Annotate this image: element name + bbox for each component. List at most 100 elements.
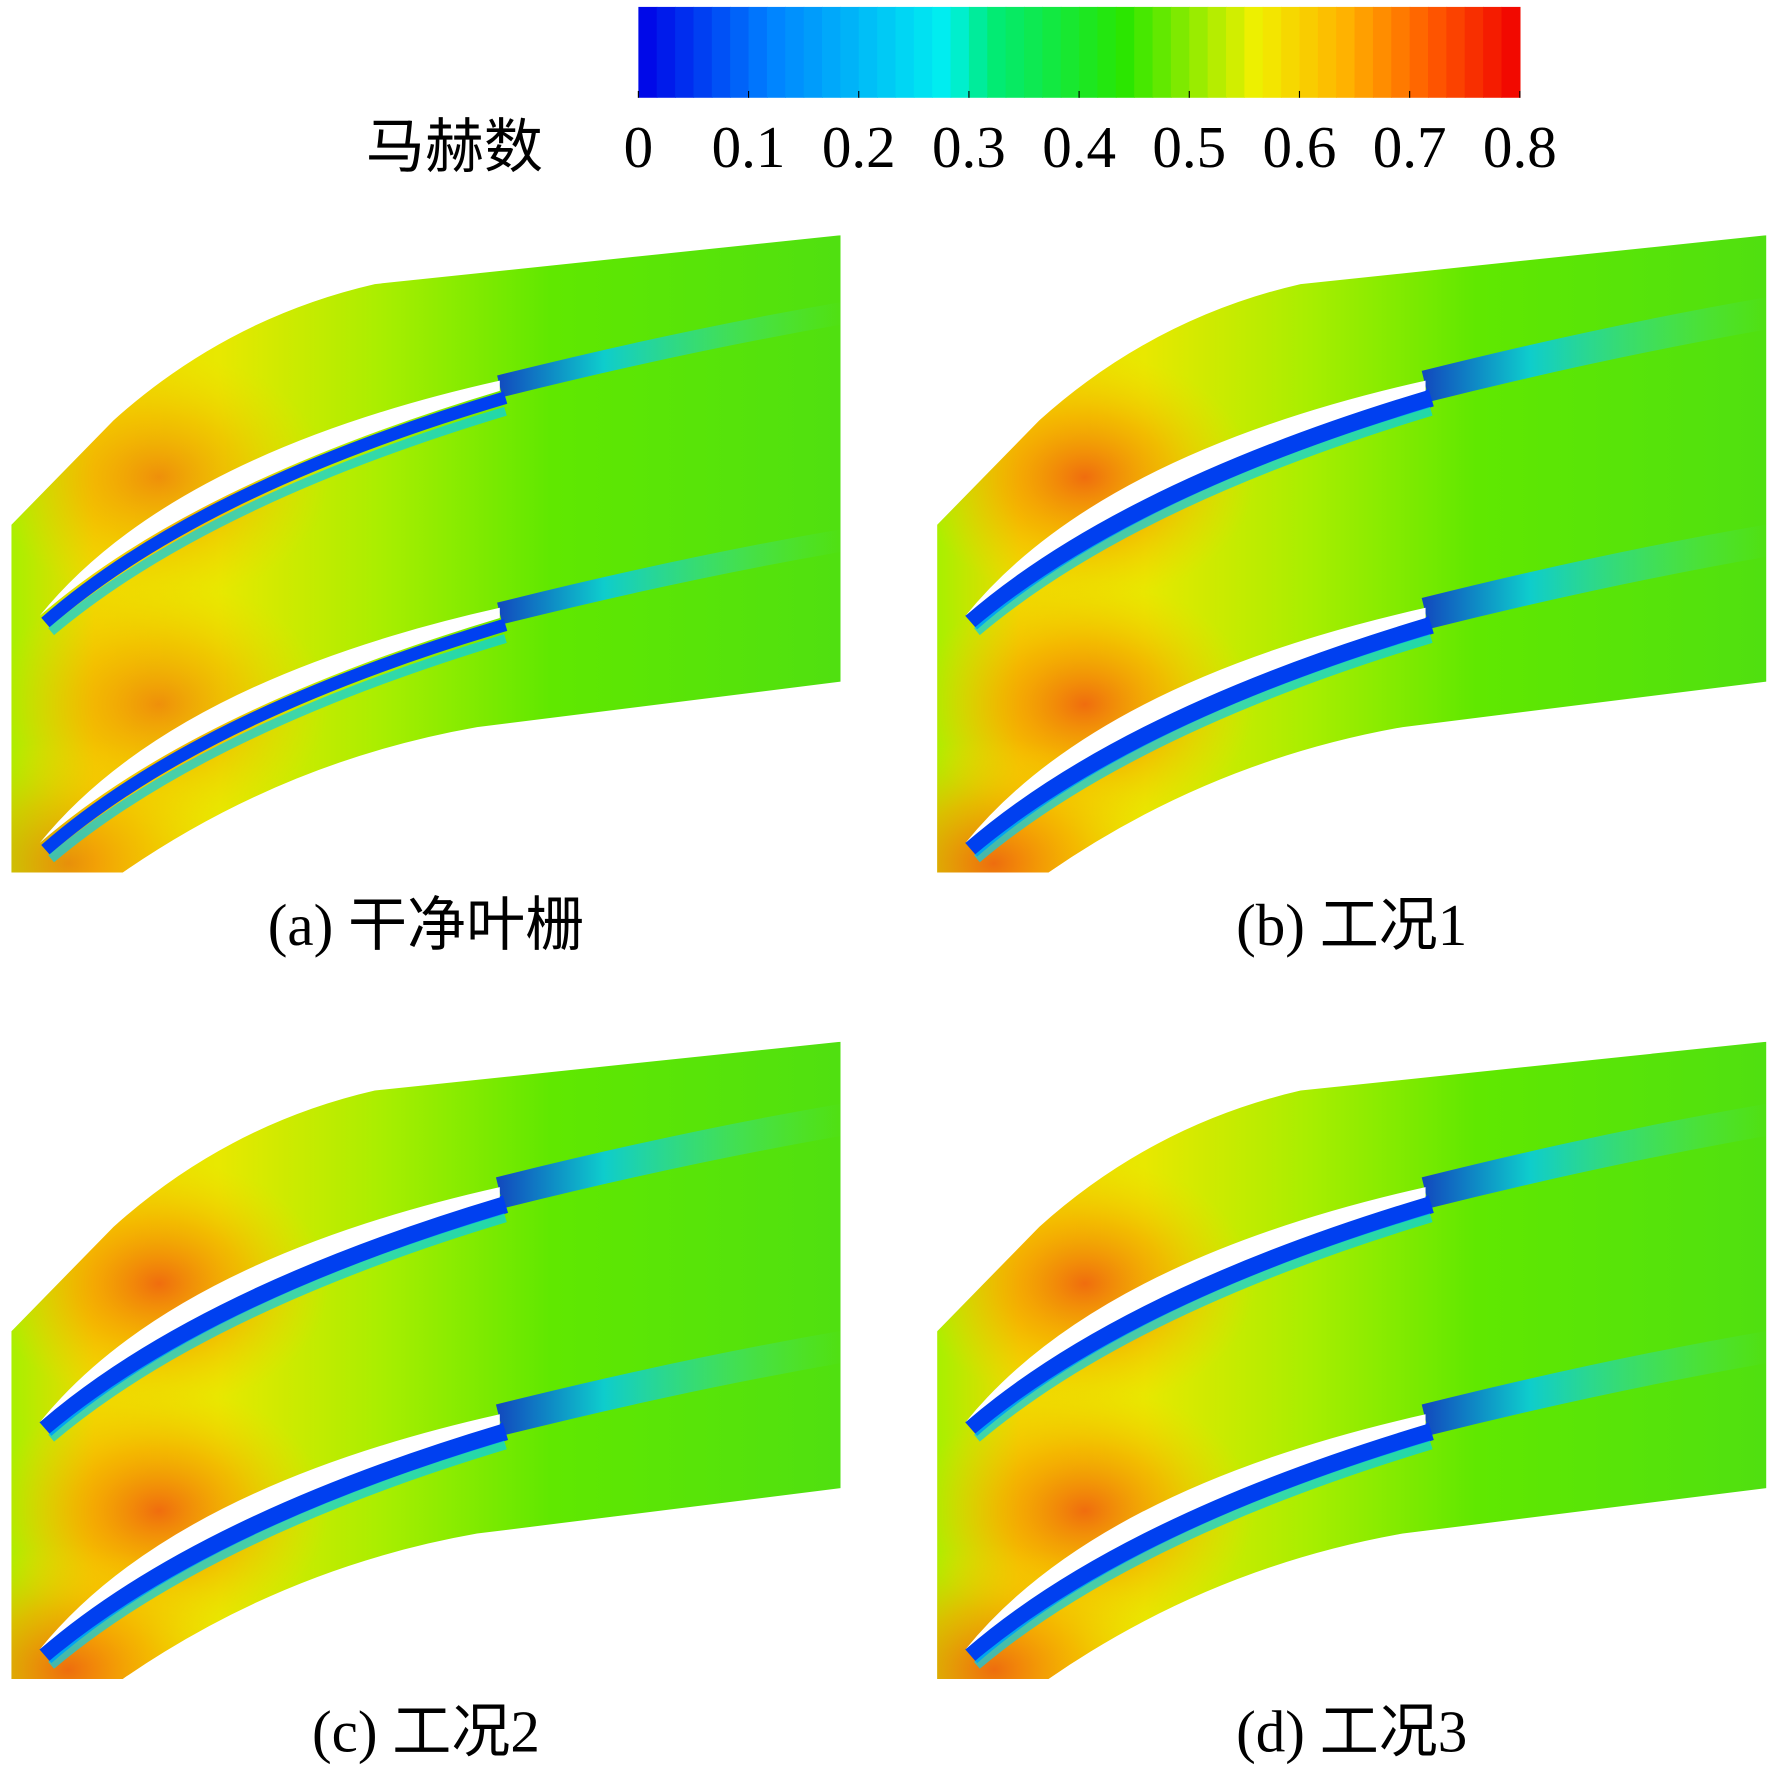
colorbar-step [968,6,988,98]
colorbar-step [913,6,933,98]
colorbar-step [1079,6,1099,98]
blade [965,607,1426,843]
blade [965,1414,1426,1650]
high-speed-zone [937,738,1165,873]
colorbar-step [1207,6,1227,98]
boundary-layer [965,616,1434,857]
colorbar-step [895,6,915,98]
blade [39,1187,500,1423]
contour-panel: (c) 工况2 [11,1041,841,1765]
caption: (d) 工况3 [1236,1699,1467,1765]
boundary-layer-edge [973,1440,1433,1669]
flow-field [937,235,1767,873]
colorbar-step [730,6,750,98]
colorbar-step [1170,6,1190,98]
boundary-layer-edge [48,634,507,863]
tick-label: 0.3 [932,114,1006,180]
colorbar-step [1336,6,1356,98]
tick-label: 0.5 [1152,114,1226,180]
flow-field [937,1041,1767,1679]
colorbar-step [1115,6,1135,98]
colorbar-step [932,6,952,98]
tick-label: 0.4 [1042,114,1116,180]
colorbar-step [1483,6,1503,98]
colorbar-step [1042,6,1062,98]
colorbar-step [638,6,658,98]
boundary-layer [41,391,508,628]
high-speed-zone [937,1544,1165,1679]
wake [495,1103,841,1209]
colorbar-step [1060,6,1080,98]
colorbar-step [1097,6,1117,98]
colorbar-step [1464,6,1484,98]
caption: (c) 工况2 [312,1699,540,1765]
wake [497,528,841,625]
colorbar-step [1152,6,1172,98]
high-speed-zone [11,738,239,873]
boundary-layer-edge [973,406,1433,636]
colorbar-step [803,6,823,98]
blade [39,380,500,616]
wake [1421,1103,1767,1209]
colorbar-step [1391,6,1411,98]
colorbar-step [1428,6,1448,98]
wake [1421,523,1767,629]
colorbar-step [1446,6,1466,98]
colorbar-step [1409,6,1429,98]
blade [39,1414,500,1650]
wake [497,301,841,398]
boundary-layer [39,1195,509,1436]
flow-field [11,235,841,873]
flow-field [11,1041,841,1679]
tick-label: 0.1 [712,114,786,180]
tick-label: 0.2 [822,114,896,180]
colorbar-step [1281,6,1301,98]
boundary-layer [965,1195,1434,1436]
boundary-layer-edge [48,1213,507,1442]
colorbar-step [711,6,731,98]
tick-label: 0.7 [1373,114,1447,180]
boundary-layer [41,618,508,855]
colorbar-step [1262,6,1282,98]
colorbar-step [1501,6,1521,98]
colorbar-step [1299,6,1319,98]
blade [39,607,500,843]
colorbar-step [675,6,695,98]
colorbar-step [1024,6,1044,98]
colorbar-step [1244,6,1264,98]
boundary-layer [965,388,1434,630]
tick-label: 0.8 [1483,114,1557,180]
tick-label: 0 [624,114,654,180]
contour-panel: (b) 工况1 [937,235,1767,958]
colorbar-step [1189,6,1209,98]
colorbar-step [950,6,970,98]
boundary-layer [965,1422,1434,1664]
colorbar-step [1005,6,1025,98]
boundary-layer-edge [48,1440,507,1669]
colorbar-step [822,6,842,98]
colorbar-step [1372,6,1392,98]
wake [495,1330,841,1436]
blade [965,380,1426,616]
contour-panel: (d) 工况3 [937,1041,1767,1765]
colorbar-step [877,6,897,98]
contour-panel: (a) 干净叶栅 [11,235,841,958]
colorbar-step [858,6,878,98]
tick-label: 0.6 [1263,114,1337,180]
colorbar: 0 0.1 0.2 0.3 0.4 0.5 0.6 0.7 0.8 [624,6,1557,180]
colorbar-label: 马赫数 [366,114,543,180]
colorbar-step [785,6,805,98]
colorbar-step [987,6,1007,98]
boundary-layer-edge [973,1213,1433,1442]
colorbar-step [693,6,713,98]
panels: (a) 干净叶栅 (b) 工况1 (c) 工况2 (d) 工况3 [11,235,1767,1765]
wake [1421,1330,1767,1436]
wake [1421,296,1767,402]
boundary-layer-edge [48,406,507,636]
colorbar-step [840,6,860,98]
colorbar-step [1134,6,1154,98]
colorbar-step [766,6,786,98]
caption: (b) 工况1 [1236,892,1467,958]
blade [965,1187,1426,1423]
